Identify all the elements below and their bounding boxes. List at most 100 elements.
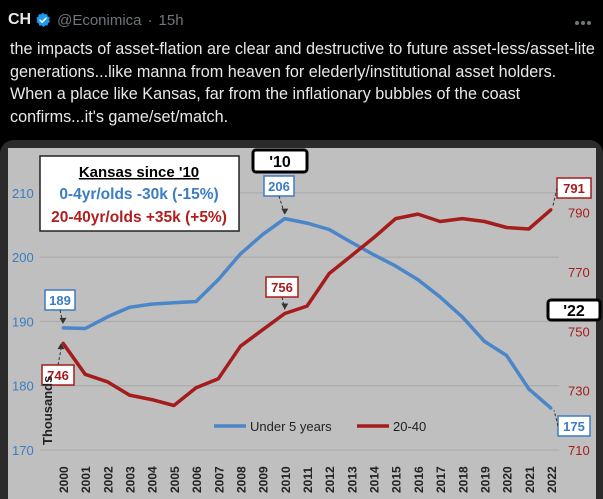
data-point	[482, 339, 486, 343]
x-axis-tick-label: 2000	[57, 466, 71, 493]
left-axis-tick-label: 200	[12, 250, 34, 265]
chart-svg: 170 180 190 200 210 710 730 750 770 790 2000 2001 20…	[0, 140, 603, 499]
callout-blue-2000-arrow-icon	[59, 317, 67, 324]
x-axis-tick-label: 2008	[234, 466, 248, 493]
chart-image[interactable]: 170 180 190 200 210 710 730 750 770 790 2000 2001 20…	[0, 140, 603, 499]
callout-red-2000-leader	[57, 349, 62, 366]
x-axis-tick-label: 2018	[456, 466, 470, 493]
callout-red-2022-leader	[552, 187, 558, 206]
callout-red-2010-text: 756	[271, 280, 293, 295]
left-axis-tick-label: 210	[12, 186, 34, 201]
annotation-line-red: 20-40yr/olds +35k (+5%)	[51, 209, 227, 226]
data-point	[61, 341, 65, 345]
x-axis-tick-label: 2020	[501, 466, 515, 493]
data-point	[438, 220, 442, 224]
data-point	[527, 387, 531, 391]
data-point	[194, 300, 198, 303]
x-axis-tick-label: 2007	[212, 466, 226, 493]
data-point	[238, 252, 242, 256]
data-point	[261, 233, 265, 237]
legend-label-red: 20-40	[393, 419, 426, 434]
x-axis-tick-label: 2022	[545, 466, 559, 493]
data-point	[394, 217, 398, 221]
data-point	[305, 221, 309, 225]
right-axis-tick-label: 730	[568, 384, 590, 399]
x-axis-tick-label: 2011	[301, 467, 315, 493]
callout-red-2000-arrow-icon	[57, 343, 65, 350]
data-point	[61, 326, 65, 330]
data-point	[349, 254, 353, 258]
author-handle[interactable]: @Econimica	[57, 11, 142, 29]
x-axis-tick-label: 2006	[190, 466, 204, 493]
data-point	[238, 344, 242, 348]
year-badge-2022	[546, 298, 602, 322]
year-badge-2010	[251, 148, 309, 174]
data-point	[416, 278, 420, 282]
data-point	[372, 236, 376, 240]
data-point	[216, 377, 220, 381]
data-point	[105, 380, 109, 384]
callout-red-2022-text: 791	[563, 181, 585, 196]
data-point	[549, 208, 553, 212]
data-point	[394, 264, 398, 268]
data-point	[505, 225, 509, 229]
annotation-box	[39, 155, 240, 232]
verified-badge-icon	[36, 12, 51, 27]
data-point	[261, 328, 265, 332]
data-point	[416, 212, 420, 216]
annotation-line-blue: 0-4yr/olds -30k (-15%)	[59, 186, 218, 203]
left-axis-tick-label: 170	[12, 443, 34, 458]
x-axis-tick-label: 2002	[101, 466, 115, 493]
x-axis-tick-label: 2017	[434, 466, 448, 493]
x-axis-tick-label: 2014	[368, 466, 382, 493]
data-point	[194, 386, 198, 390]
year-badge-2010-label: '10	[269, 154, 291, 171]
data-point	[482, 220, 486, 224]
right-axis-tick-label: 750	[568, 324, 590, 339]
left-axis-tick-label: 180	[12, 379, 34, 394]
data-point	[128, 305, 132, 309]
right-axis-tick-label: 770	[568, 265, 590, 280]
callout-red-2000-text: 746	[47, 368, 69, 383]
data-point	[150, 302, 154, 306]
x-axis-tick-label: 2019	[478, 466, 492, 493]
author-name[interactable]: CH	[8, 11, 32, 28]
data-point	[327, 271, 331, 275]
x-axis-tick-label: 2009	[257, 466, 271, 493]
tweet-text: the impacts of asset-flation are clear a…	[10, 40, 595, 126]
data-point	[349, 240, 353, 244]
more-options-icon[interactable]	[575, 12, 593, 25]
tweet-time[interactable]: 15h	[158, 11, 184, 29]
data-point	[372, 253, 376, 257]
callout-red-2010-arrow-icon	[281, 303, 289, 310]
data-point	[172, 301, 176, 305]
data-point	[83, 327, 87, 330]
x-axis-tick-label: 2004	[146, 466, 160, 493]
data-point	[438, 295, 442, 299]
data-point	[105, 315, 109, 319]
year-badge-2022-label: '22	[563, 303, 585, 320]
data-point	[327, 228, 331, 231]
tweet-header: CH @Econimica · 15h	[8, 8, 184, 32]
callout-blue-2010-text: 206	[268, 179, 290, 194]
left-axis-unit-label: Thousands	[40, 376, 55, 445]
right-axis-tick-label: 710	[568, 443, 590, 458]
callout-blue-2022-leader	[553, 410, 559, 427]
x-axis-tick-label: 2003	[124, 466, 138, 493]
x-axis-tick-label: 2021	[523, 466, 537, 493]
legend-label-blue: Under 5 years	[250, 419, 332, 434]
data-point	[172, 403, 176, 407]
data-point	[283, 312, 287, 316]
data-point	[505, 354, 509, 357]
data-point	[283, 217, 287, 221]
data-point	[216, 278, 220, 282]
annotation-title: Kansas since '10	[79, 164, 199, 181]
data-point	[460, 315, 464, 319]
separator-dot: ·	[147, 11, 153, 29]
right-axis-tick-label: 790	[568, 206, 590, 221]
x-axis-tick-label: 2012	[323, 466, 337, 493]
data-point	[150, 398, 154, 402]
callout-blue-2000-text: 189	[49, 293, 71, 308]
x-axis-tick-label: 2013	[345, 466, 359, 493]
data-point	[83, 372, 87, 376]
